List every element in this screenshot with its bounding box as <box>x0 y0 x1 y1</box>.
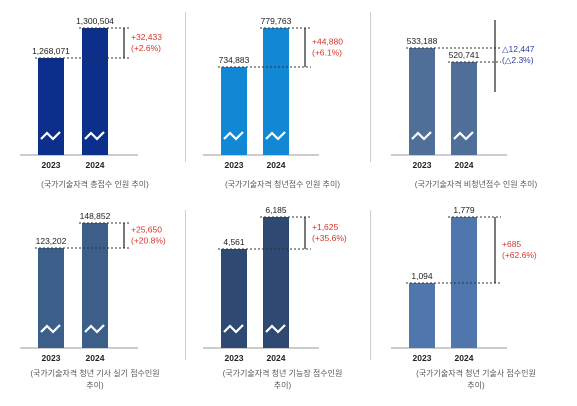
bar-2023 <box>38 248 64 348</box>
change-percent-label: (+6.1%) <box>312 48 342 58</box>
value-label-2023: 1,094 <box>411 271 433 281</box>
change-label: +44,880 <box>312 37 343 47</box>
axis-break-icon <box>40 324 61 334</box>
value-label-2024: 1,779 <box>453 205 475 215</box>
change-label: +1,625 <box>312 222 339 232</box>
change-label: +685 <box>502 239 521 249</box>
axis-break-icon <box>411 131 432 141</box>
change-percent-label: (+62.6%) <box>502 250 537 260</box>
category-label-2023: 2023 <box>225 353 244 363</box>
bar-2024 <box>451 62 477 155</box>
panel-divider <box>370 210 371 360</box>
chart-caption: (국가기술자격 총접수 인원 추이) <box>41 180 149 189</box>
chart-caption: (국가기술자격 청년 기술사 접수인원 추이) <box>416 369 536 390</box>
category-label-2023: 2023 <box>413 160 432 170</box>
change-percent-label: (+35.6%) <box>312 233 347 243</box>
axis-break-icon <box>223 131 244 141</box>
change-label: △12,447 <box>502 44 535 54</box>
bar-2024 <box>263 217 289 348</box>
category-label-2024: 2024 <box>455 160 474 170</box>
chart-caption: (국가기술자격 청년 기능장 접수인원 추이) <box>222 369 343 390</box>
panel-divider <box>185 12 186 162</box>
value-label-2024: 6,185 <box>265 205 287 215</box>
bar-2023 <box>221 67 247 155</box>
category-label-2023: 2023 <box>225 160 244 170</box>
change-label: +25,650 <box>131 225 162 235</box>
axis-break-icon <box>265 324 286 334</box>
value-label-2024: 148,852 <box>80 211 111 221</box>
axis-break-icon <box>453 131 474 141</box>
value-label-2024: 1,300,504 <box>76 16 114 26</box>
bar-2024 <box>82 223 108 348</box>
category-label-2023: 2023 <box>42 160 61 170</box>
chart-caption: (국가기술자격 청년 기사 실기 접수인원 추이) <box>30 369 160 390</box>
bar-2023 <box>221 249 247 348</box>
chart-caption: (국가기술자격 청년접수 인원 추이) <box>224 180 341 189</box>
category-label-2023: 2023 <box>42 353 61 363</box>
axis-break-icon <box>84 324 105 334</box>
category-label-2024: 2024 <box>455 353 474 363</box>
value-label-2024: 779,763 <box>261 16 292 26</box>
category-label-2024: 2024 <box>86 160 105 170</box>
bar-2023 <box>409 283 435 348</box>
axis-break-icon <box>223 324 244 334</box>
category-label-2024: 2024 <box>267 353 286 363</box>
value-label-2023: 734,883 <box>219 55 250 65</box>
category-label-2023: 2023 <box>413 353 432 363</box>
category-label-2024: 2024 <box>86 353 105 363</box>
axis-break-icon <box>265 131 286 141</box>
bar-2023 <box>38 58 64 155</box>
axis-break-icon <box>40 131 61 141</box>
category-label-2024: 2024 <box>267 160 286 170</box>
axis-break-icon <box>84 131 105 141</box>
panel-divider <box>185 210 186 360</box>
value-label-2023: 4,561 <box>223 237 245 247</box>
change-percent-label: (△2.3%) <box>502 55 534 65</box>
change-percent-label: (+20.8%) <box>131 236 166 246</box>
chart-caption: (국가기술자격 비청년접수 인원 추이) <box>414 180 538 189</box>
change-label: +32,433 <box>131 32 162 42</box>
change-percent-label: (+2.6%) <box>131 43 161 53</box>
panel-divider <box>370 12 371 162</box>
value-label-2023: 123,202 <box>36 236 67 246</box>
value-label-2023: 533,188 <box>407 36 438 46</box>
value-label-2024: 520,741 <box>449 50 480 60</box>
value-label-2023: 1,268,071 <box>32 46 70 56</box>
